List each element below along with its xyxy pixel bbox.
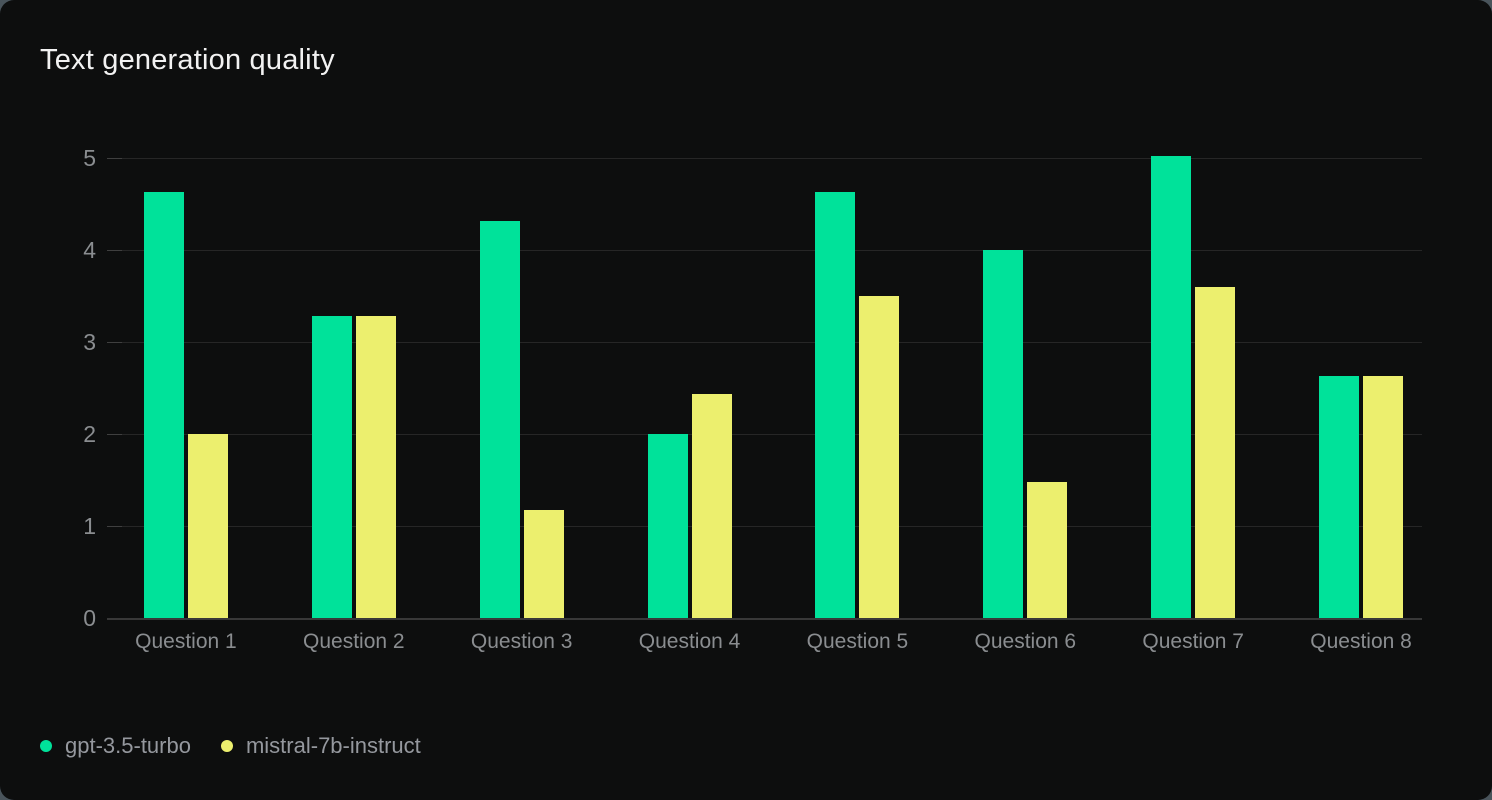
bar-gpt-3.5-turbo-question-7[interactable] bbox=[1151, 156, 1192, 618]
y-tick-1 bbox=[107, 526, 122, 527]
x-axis-labels: Question 1 Question 2 Question 3 Question 4… bbox=[102, 630, 1445, 654]
x-axis-label-question-1: Question 1 bbox=[135, 630, 237, 653]
legend-item-mistral-7b-instruct[interactable]: mistral-7b-instruct bbox=[220, 733, 421, 759]
bar-mistral-7b-instruct-question-2[interactable] bbox=[355, 316, 396, 618]
bar-gpt-3.5-turbo-question-3[interactable] bbox=[479, 220, 520, 618]
bar-group-question-2 bbox=[270, 0, 438, 618]
gridline-1 bbox=[107, 526, 1422, 527]
y-tick-3 bbox=[107, 342, 122, 343]
gridline-5 bbox=[107, 158, 1422, 159]
bar-mistral-7b-instruct-question-7[interactable] bbox=[1195, 286, 1236, 618]
bar-mistral-7b-instruct-question-4[interactable] bbox=[691, 394, 732, 618]
y-axis-label-0: 0 bbox=[83, 605, 96, 631]
bar-group-question-1 bbox=[102, 0, 270, 618]
y-tick-5 bbox=[107, 158, 122, 159]
legend-label-mistral-7b-instruct: mistral-7b-instruct bbox=[245, 733, 421, 758]
x-axis-label-question-2: Question 2 bbox=[303, 630, 405, 653]
bar-mistral-7b-instruct-question-1[interactable] bbox=[187, 434, 228, 618]
x-axis-label-question-7: Question 7 bbox=[1142, 630, 1244, 653]
y-tick-2 bbox=[107, 434, 122, 435]
y-axis-label-3: 3 bbox=[83, 329, 96, 355]
x-axis-line bbox=[107, 618, 1422, 620]
bar-gpt-3.5-turbo-question-2[interactable] bbox=[311, 316, 352, 618]
y-axis-label-2: 2 bbox=[83, 421, 96, 447]
chart-title: Text generation quality bbox=[40, 44, 335, 76]
x-axis-label-question-4: Question 4 bbox=[638, 630, 741, 653]
y-axis-label-5: 5 bbox=[83, 145, 96, 171]
gridline-4 bbox=[107, 250, 1422, 251]
bar-group-question-5 bbox=[774, 0, 942, 618]
bar-gpt-3.5-turbo-question-6[interactable] bbox=[983, 250, 1024, 618]
bar-group-question-3 bbox=[438, 0, 606, 618]
bar-group-question-7 bbox=[1109, 0, 1277, 618]
y-axis-label-1: 1 bbox=[83, 513, 96, 539]
y-tick-4 bbox=[107, 250, 122, 251]
bar-mistral-7b-instruct-question-8[interactable] bbox=[1363, 376, 1404, 618]
bar-group-question-8 bbox=[1277, 0, 1445, 618]
gridline-2 bbox=[107, 434, 1422, 435]
legend-dot-gpt-3.5-turbo bbox=[40, 740, 52, 752]
legend-dot-mistral-7b-instruct bbox=[220, 740, 233, 752]
gridline-3 bbox=[107, 342, 1422, 343]
bar-mistral-7b-instruct-question-3[interactable] bbox=[523, 510, 564, 618]
bar-group-question-4 bbox=[606, 0, 774, 618]
bar-mistral-7b-instruct-question-6[interactable] bbox=[1027, 481, 1068, 618]
y-axis-label-4: 4 bbox=[83, 237, 96, 263]
bar-gpt-3.5-turbo-question-4[interactable] bbox=[647, 434, 688, 618]
x-axis-label-question-8: Question 8 bbox=[1310, 630, 1412, 653]
x-axis-label-question-6: Question 6 bbox=[974, 630, 1077, 653]
bar-gpt-3.5-turbo-question-5[interactable] bbox=[815, 192, 856, 618]
x-axis-label-question-5: Question 5 bbox=[806, 630, 909, 653]
bar-gpt-3.5-turbo-question-1[interactable] bbox=[143, 192, 184, 618]
bar-gpt-3.5-turbo-question-8[interactable] bbox=[1319, 376, 1360, 618]
bars-layer bbox=[102, 0, 1445, 618]
bar-group-question-6 bbox=[941, 0, 1109, 618]
bar-mistral-7b-instruct-question-5[interactable] bbox=[859, 296, 900, 618]
legend-item-gpt-3.5-turbo[interactable]: gpt-3.5-turbo bbox=[40, 733, 191, 759]
legend: gpt-3.5-turbo mistral-7b-instruct bbox=[40, 733, 421, 759]
x-axis-label-question-3: Question 3 bbox=[470, 630, 573, 653]
legend-label-gpt-3.5-turbo: gpt-3.5-turbo bbox=[65, 733, 191, 758]
